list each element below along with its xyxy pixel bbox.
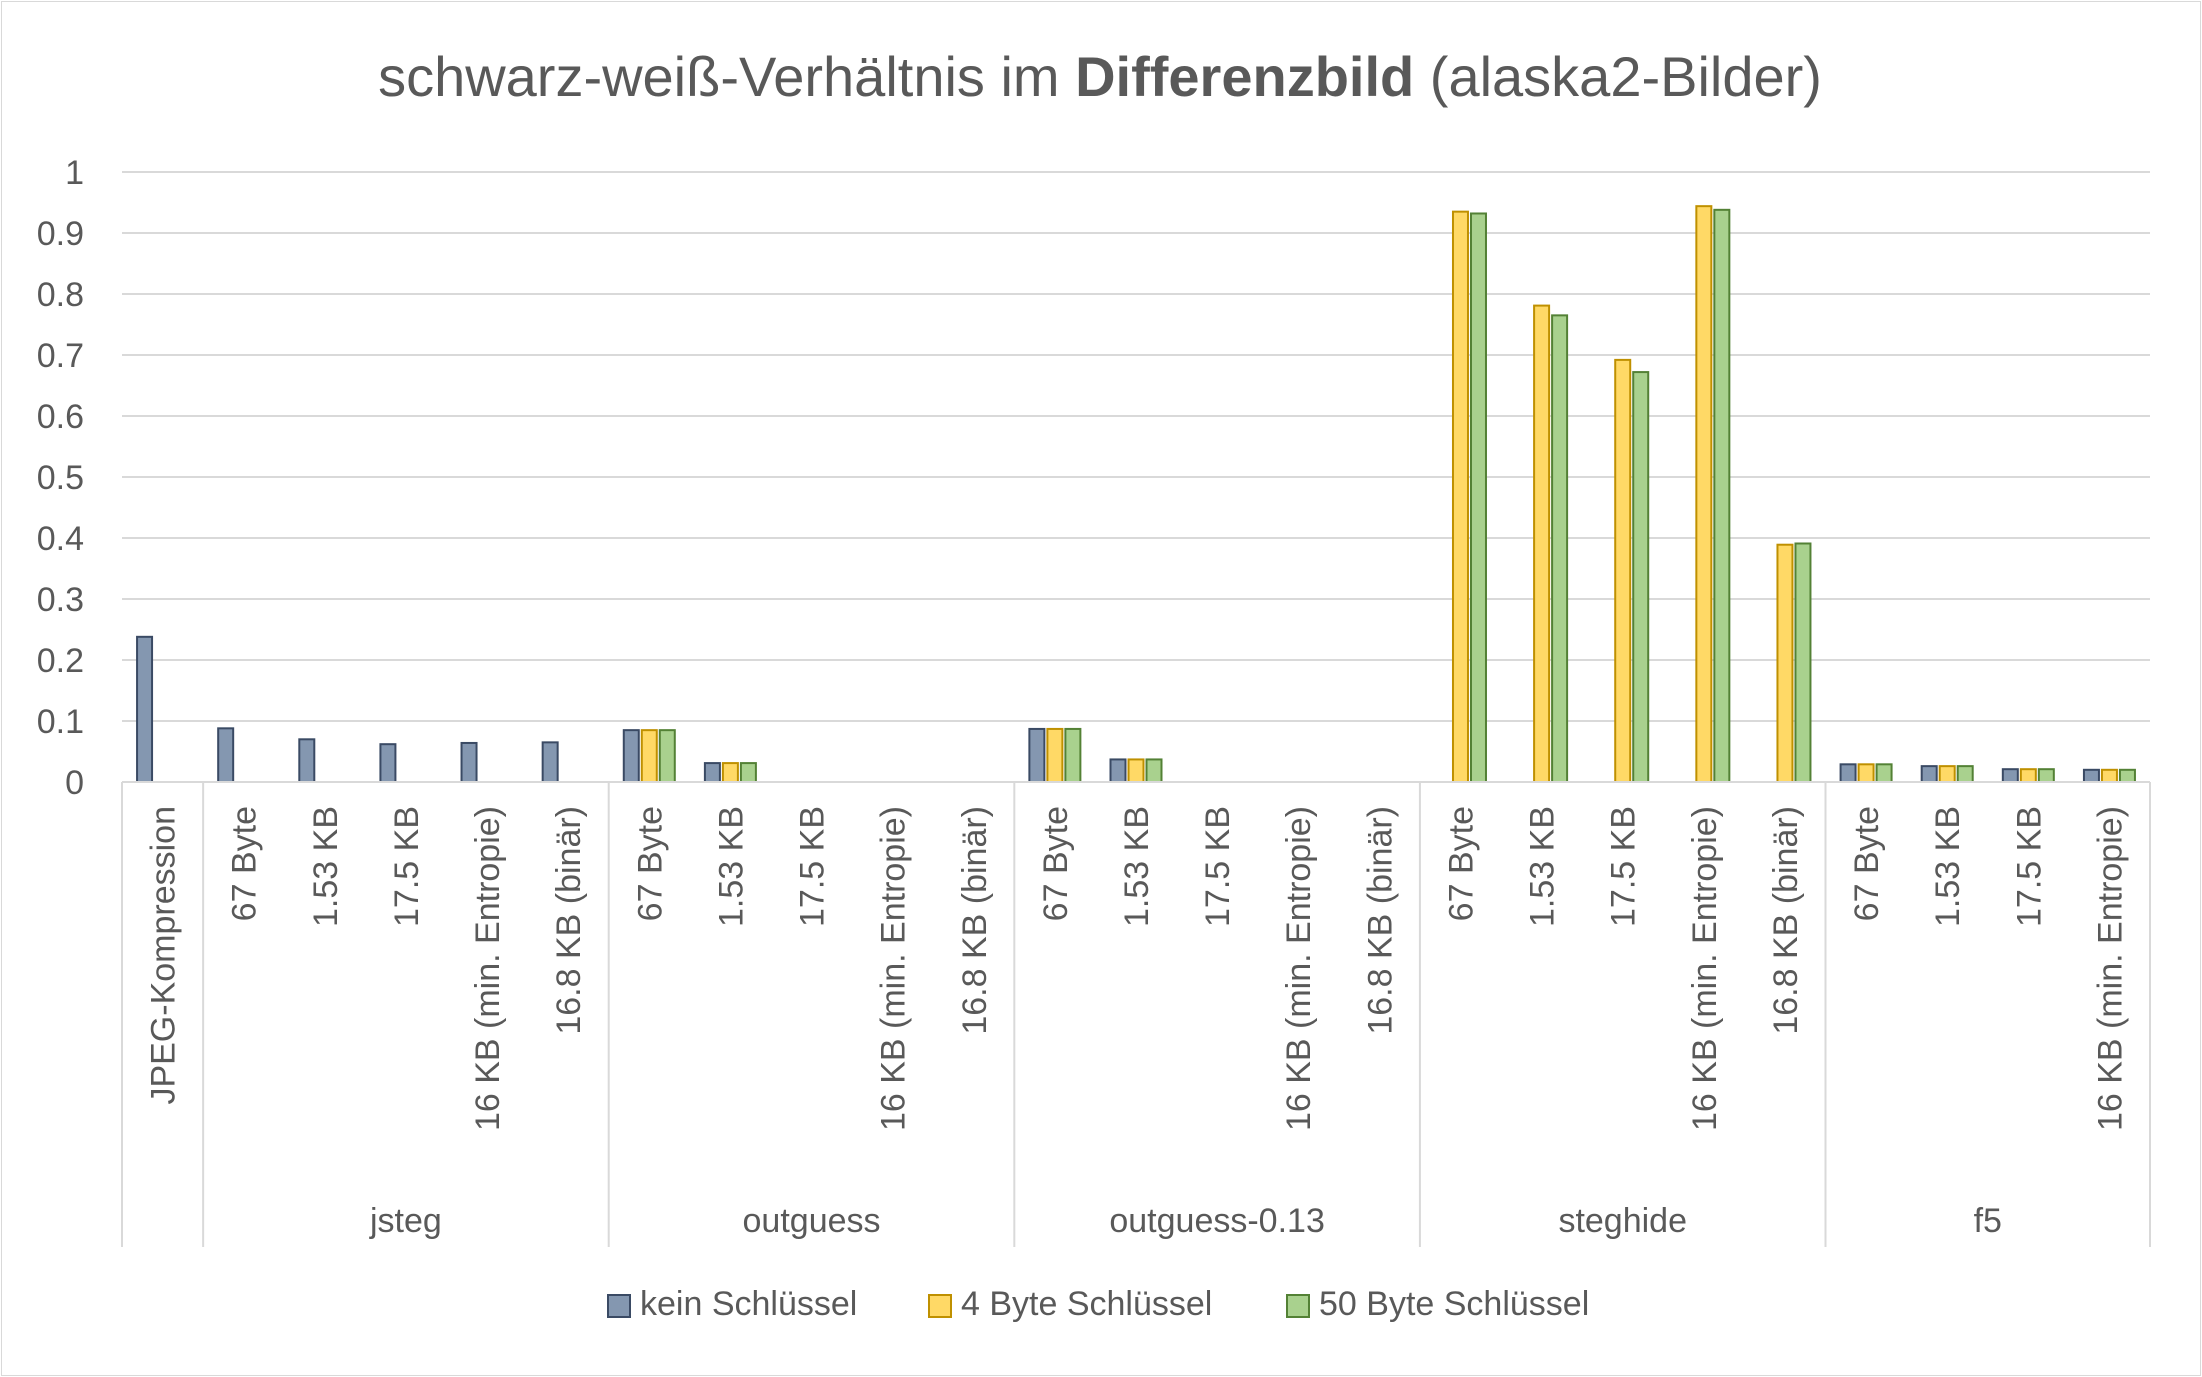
x-tick-label: 17.5 KB [2010, 806, 2048, 927]
bar [1857, 763, 1875, 783]
bar [1920, 765, 1938, 784]
bar [1695, 205, 1713, 784]
x-tick-label: JPEG-Kompression [145, 806, 183, 1105]
bar [1469, 212, 1487, 784]
x-tick-label: 16 KB (min. Entropie) [875, 806, 913, 1131]
bar [658, 729, 676, 784]
bar [541, 741, 559, 783]
chart-title-prefix: schwarz-weiß-Verhältnis im [378, 45, 1075, 108]
y-tick-label: 0.6 [37, 398, 84, 436]
y-tick-label: 0.2 [37, 642, 84, 680]
legend-swatch [1286, 1294, 1310, 1318]
bar [1794, 542, 1812, 783]
y-tick-label: 0.7 [37, 337, 84, 375]
bar [1614, 358, 1632, 783]
x-tick-label: 16 KB (min. Entropie) [1686, 806, 1724, 1131]
bar [1713, 208, 1731, 783]
y-tick-label: 0.3 [37, 581, 84, 619]
y-axis-ticks: 0 0.1 0.2 0.3 0.4 0.5 0.6 0.7 0.8 0.9 1 [37, 154, 84, 802]
bar [217, 727, 235, 784]
x-tick-label: 1.53 KB [1524, 806, 1562, 927]
legend-label: kein Schlüssel [640, 1285, 857, 1323]
group-label: f5 [1974, 1202, 2002, 1240]
gridlines [122, 171, 2150, 783]
y-tick-label: 1 [65, 154, 84, 192]
x-tick-label: 16.8 KB (binär) [1767, 806, 1805, 1035]
x-tick-label: 17.5 KB [1605, 806, 1643, 927]
x-tick-label: 1.53 KB [307, 806, 345, 927]
bar [2100, 768, 2118, 783]
x-tick-label: 16.8 KB (binär) [1361, 806, 1399, 1035]
x-tick-label: 16.8 KB (binär) [956, 806, 994, 1035]
bar [739, 762, 757, 784]
bar [1028, 727, 1046, 783]
legend-swatch [607, 1294, 631, 1318]
y-tick-label: 0.4 [37, 520, 84, 558]
x-tick-label: 67 Byte [631, 806, 669, 921]
bar [1632, 371, 1650, 783]
bar [1938, 765, 1956, 784]
bar [703, 762, 721, 784]
bar [460, 741, 478, 784]
bars [136, 205, 2136, 784]
legend: kein Schlüssel 4 Byte Schlüssel 50 Byte Sc… [607, 1285, 1589, 1323]
y-tick-label: 0 [65, 764, 84, 802]
legend-label: 50 Byte Schlüssel [1319, 1285, 1589, 1323]
group-label: jsteg [369, 1202, 442, 1240]
bar [1551, 314, 1569, 783]
bar [1046, 727, 1064, 783]
bar [1064, 727, 1082, 783]
x-tick-label: 17.5 KB [794, 806, 832, 927]
bar [298, 738, 316, 783]
x-tick-label: 17.5 KB [388, 806, 426, 927]
bar [1839, 763, 1857, 783]
bar [379, 743, 397, 783]
bar [721, 762, 739, 784]
bar [1956, 765, 1974, 784]
chart-title-bold: Differenzbild [1075, 45, 1414, 108]
y-tick-label: 0.8 [37, 276, 84, 314]
bar [1451, 210, 1469, 783]
y-tick-label: 0.9 [37, 215, 84, 253]
chart-title-suffix: (alaska2-Bilder) [1414, 45, 1822, 108]
bar [2001, 768, 2019, 784]
bar [2082, 768, 2100, 783]
group-label: outguess [743, 1202, 881, 1240]
x-tick-label: 67 Byte [1848, 806, 1886, 921]
bar [1776, 543, 1794, 784]
x-tick-label: 1.53 KB [1929, 806, 1967, 927]
bar [1127, 758, 1145, 783]
x-tick-label: 1.53 KB [1118, 806, 1156, 927]
bar [622, 729, 640, 784]
bar [2019, 768, 2037, 784]
y-tick-label: 0.1 [37, 703, 84, 741]
x-tick-label: 17.5 KB [1199, 806, 1237, 927]
bar [2118, 768, 2136, 783]
x-tick-label: 16.8 KB (binär) [550, 806, 588, 1035]
bar [640, 729, 658, 784]
x-tick-label: 67 Byte [226, 806, 264, 921]
group-label: outguess-0.13 [1109, 1202, 1325, 1240]
chart-title: schwarz-weiß-Verhältnis im Differenzbild… [378, 45, 1822, 108]
x-tick-label: 67 Byte [1442, 806, 1480, 921]
x-tick-label: 67 Byte [1037, 806, 1075, 921]
legend-swatch [928, 1294, 952, 1318]
y-tick-label: 0.5 [37, 459, 84, 497]
bar [136, 635, 154, 783]
bar [1875, 763, 1893, 783]
x-tick-label: 16 KB (min. Entropie) [469, 806, 507, 1131]
legend-label: 4 Byte Schlüssel [961, 1285, 1212, 1323]
bar [1145, 758, 1163, 783]
bar [2037, 768, 2055, 784]
bar [1109, 758, 1127, 783]
bar [1533, 304, 1551, 783]
x-tick-label: 16 KB (min. Entropie) [1280, 806, 1318, 1131]
x-tick-label: 1.53 KB [712, 806, 750, 927]
x-tick-label: 16 KB (min. Entropie) [2091, 806, 2129, 1131]
group-label: steghide [1558, 1202, 1687, 1240]
x-axis: JPEG-Kompression 67 Byte 1.53 KB 17.5 KB 16 … [121, 781, 2151, 1247]
